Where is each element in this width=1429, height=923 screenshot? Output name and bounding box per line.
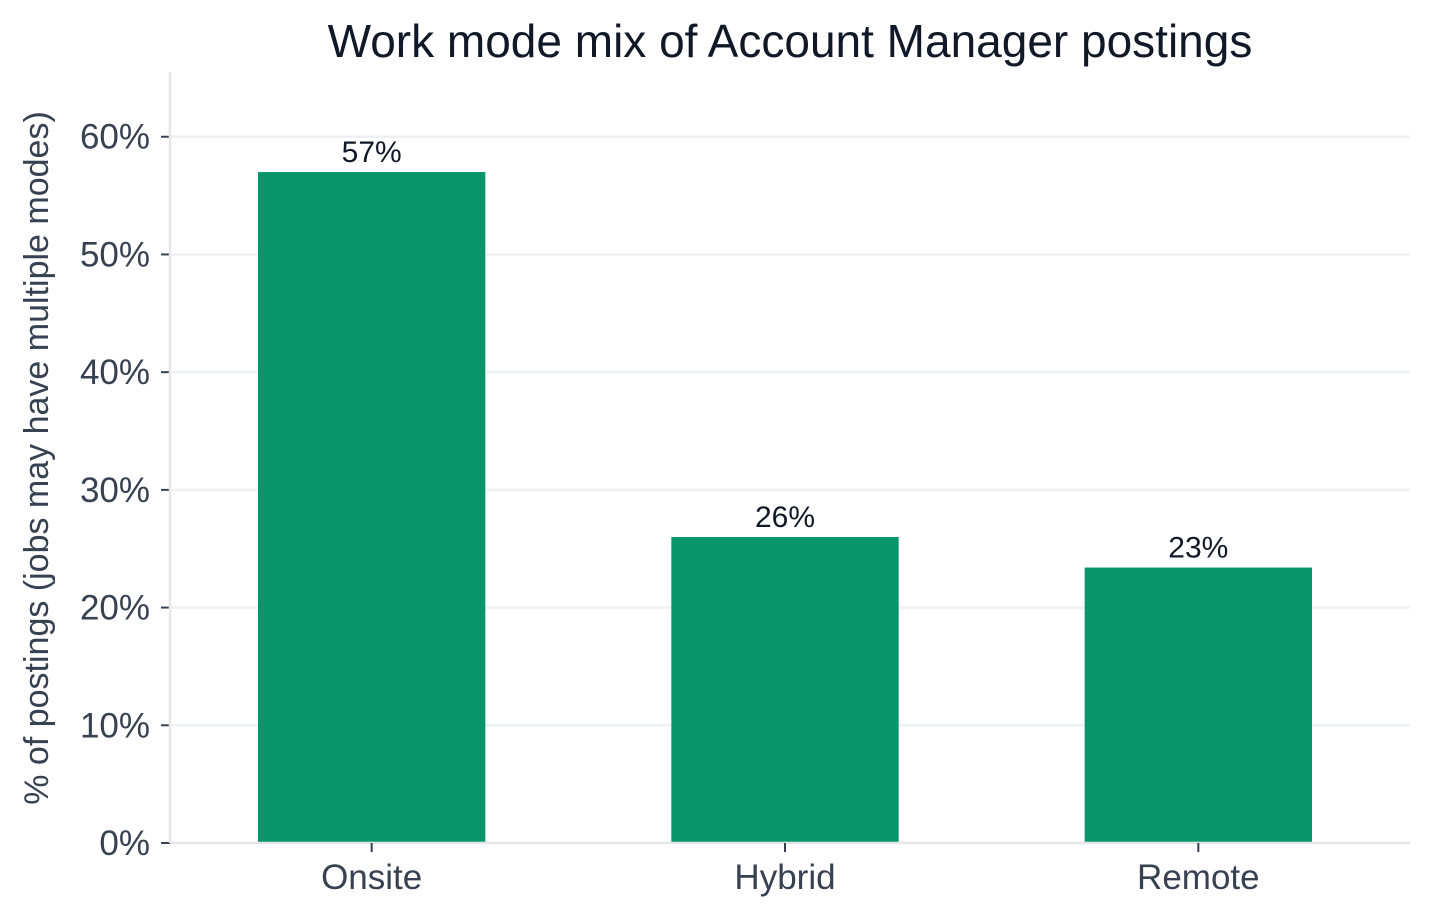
y-tick-label: 20% — [80, 589, 150, 628]
y-tick-label: 50% — [80, 235, 150, 274]
label-layer: Onsite 57% Hybrid 26% Remote 23% — [321, 136, 1260, 897]
y-tick-label: 60% — [80, 118, 150, 157]
x-tick-label-hybrid: Hybrid — [734, 858, 835, 897]
y-axis-label: % of postings (jobs may have multiple mo… — [18, 111, 56, 805]
y-tick-label: 40% — [80, 353, 150, 392]
data-label-hybrid: 26% — [755, 501, 815, 534]
data-label-onsite: 57% — [342, 136, 402, 169]
bar-remote — [1084, 567, 1312, 843]
data-label-remote: 23% — [1168, 532, 1228, 565]
bar-layer — [258, 172, 1312, 843]
y-tick-label: 0% — [99, 824, 150, 863]
y-tick-label: 10% — [80, 706, 150, 745]
axis-layer: 0% 10% 20% 30% 40% 50% 60% — [80, 72, 1410, 863]
chart-title: Work mode mix of Account Manager posting… — [328, 15, 1253, 67]
bar-hybrid — [671, 536, 899, 843]
bar-onsite — [258, 172, 486, 843]
x-tick-label-onsite: Onsite — [321, 858, 422, 897]
x-tick-label-remote: Remote — [1137, 858, 1260, 897]
y-tick-label: 30% — [80, 471, 150, 510]
